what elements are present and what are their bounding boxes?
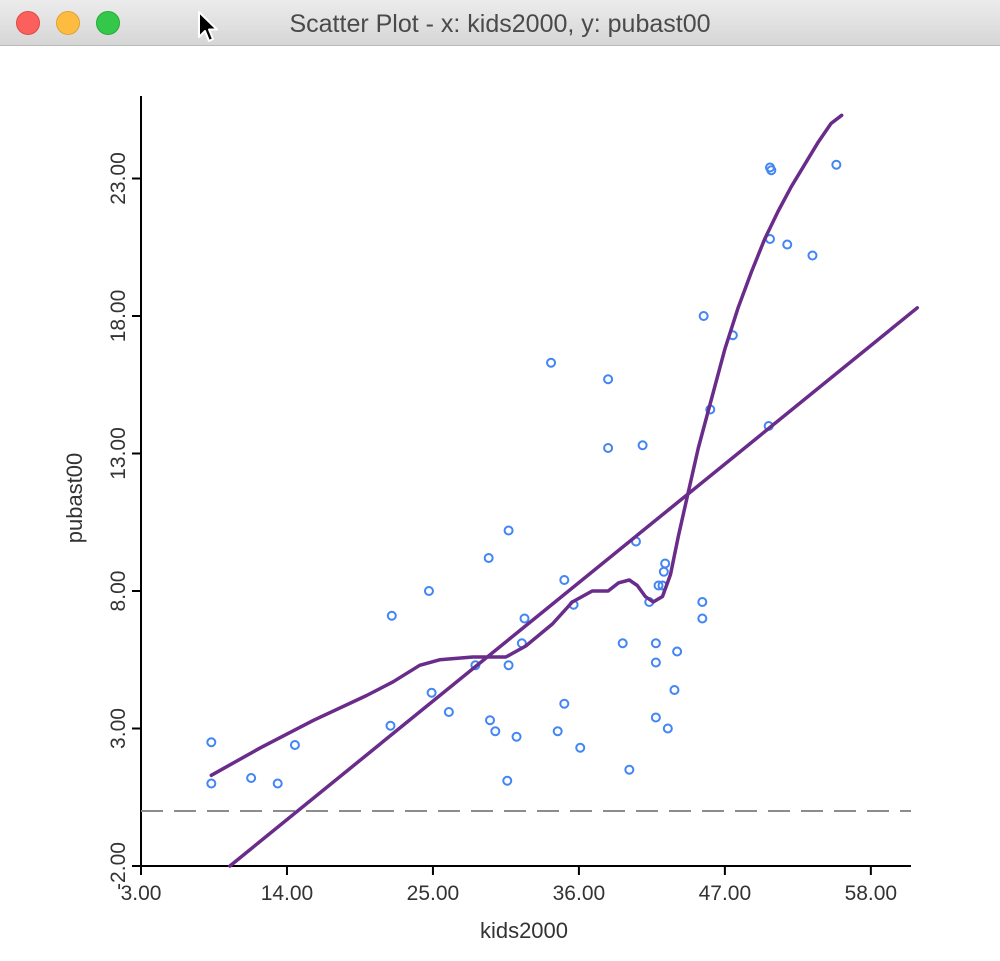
scatter-point[interactable] xyxy=(485,715,496,726)
scatter-point[interactable] xyxy=(637,440,648,451)
x-tick-label: 25.00 xyxy=(407,882,460,905)
scatter-point[interactable] xyxy=(559,575,570,585)
x-tick-label: 36.00 xyxy=(553,882,606,905)
scatter-point[interactable] xyxy=(503,660,514,671)
mouse-cursor-icon xyxy=(198,11,218,42)
scatter-point[interactable] xyxy=(483,553,494,563)
scatter-point[interactable] xyxy=(206,778,217,789)
fit-lines xyxy=(209,113,920,868)
scatter-point[interactable] xyxy=(807,250,818,261)
y-tick-label: 3.00 xyxy=(107,708,130,749)
scatter-point[interactable] xyxy=(503,525,514,536)
window-title: Scatter Plot - x: kids2000, y: pubast00 xyxy=(289,10,711,38)
scatter-point[interactable] xyxy=(289,740,300,750)
scatter-point[interactable] xyxy=(386,610,397,621)
y-axis-label: pubast00 xyxy=(62,453,87,544)
title-bar[interactable]: Scatter Plot - x: kids2000, y: pubast00 xyxy=(0,0,1000,46)
scatter-point[interactable] xyxy=(502,775,513,786)
scatter-point[interactable] xyxy=(246,773,257,783)
scatter-point[interactable] xyxy=(831,159,842,170)
scatter-point[interactable] xyxy=(660,558,671,569)
scatter-point[interactable] xyxy=(617,638,628,649)
scatter-point[interactable] xyxy=(552,726,563,737)
scatter-point[interactable] xyxy=(603,374,614,385)
scatter-point[interactable] xyxy=(426,687,437,698)
scatter-point[interactable] xyxy=(206,737,217,748)
scatter-point[interactable] xyxy=(650,657,661,668)
scatter-point[interactable] xyxy=(658,566,669,577)
y-tick-label: -2.00 xyxy=(107,842,130,890)
scatter-point[interactable] xyxy=(559,698,570,709)
scatter-point[interactable] xyxy=(272,778,283,789)
scatter-point[interactable] xyxy=(650,638,661,649)
scatter-point[interactable] xyxy=(672,646,683,657)
x-tick-label: 47.00 xyxy=(699,882,752,905)
zoom-window-button[interactable] xyxy=(96,11,120,35)
y-tick-label: 18.00 xyxy=(107,290,130,343)
scatter-point[interactable] xyxy=(662,723,673,734)
scatter-point[interactable] xyxy=(698,311,709,321)
y-tick-label: 23.00 xyxy=(107,152,130,205)
scatter-plot-chart[interactable]: 3.00 14.00 25.00 36.00 47.00 58.00-2.003.008.… xyxy=(0,46,1000,956)
linear-fit-line xyxy=(228,306,920,868)
axis-ticks: 3.00 14.00 25.00 36.00 47.00 58.00-2.003.008.… xyxy=(107,152,897,905)
scatter-point[interactable] xyxy=(697,597,708,607)
scatter-point[interactable] xyxy=(490,726,501,737)
scatter-point[interactable] xyxy=(575,742,586,753)
minimize-window-button[interactable] xyxy=(56,11,80,35)
scatter-point[interactable] xyxy=(443,707,454,717)
scatter-point[interactable] xyxy=(519,613,530,624)
lowess-fit-line xyxy=(209,113,844,778)
scatter-point[interactable] xyxy=(385,720,396,731)
x-tick-label: 14.00 xyxy=(261,882,314,905)
x-axis-label: kids2000 xyxy=(480,918,568,943)
y-tick-label: 8.00 xyxy=(107,571,130,612)
scatter-point[interactable] xyxy=(546,357,557,368)
scatter-point[interactable] xyxy=(603,443,614,453)
x-tick-label: 58.00 xyxy=(845,882,898,905)
scatter-point[interactable] xyxy=(766,165,777,176)
scatter-point[interactable] xyxy=(511,731,522,742)
scatter-point[interactable] xyxy=(650,712,661,723)
chart-area: 3.00 14.00 25.00 36.00 47.00 58.00 -2.00 3.00 8.… xyxy=(0,46,1000,956)
scatter-point[interactable] xyxy=(782,239,793,250)
x-tick-label: 3.00 xyxy=(121,882,162,905)
scatter-point[interactable] xyxy=(624,764,635,775)
scatter-point[interactable] xyxy=(669,685,680,695)
scatter-point[interactable] xyxy=(653,580,664,591)
data-points xyxy=(206,159,842,789)
axes xyxy=(140,96,911,867)
y-tick-label: 13.00 xyxy=(107,427,130,480)
scatter-point[interactable] xyxy=(697,613,708,624)
close-window-button[interactable] xyxy=(16,11,40,35)
scatter-point[interactable] xyxy=(423,586,434,596)
